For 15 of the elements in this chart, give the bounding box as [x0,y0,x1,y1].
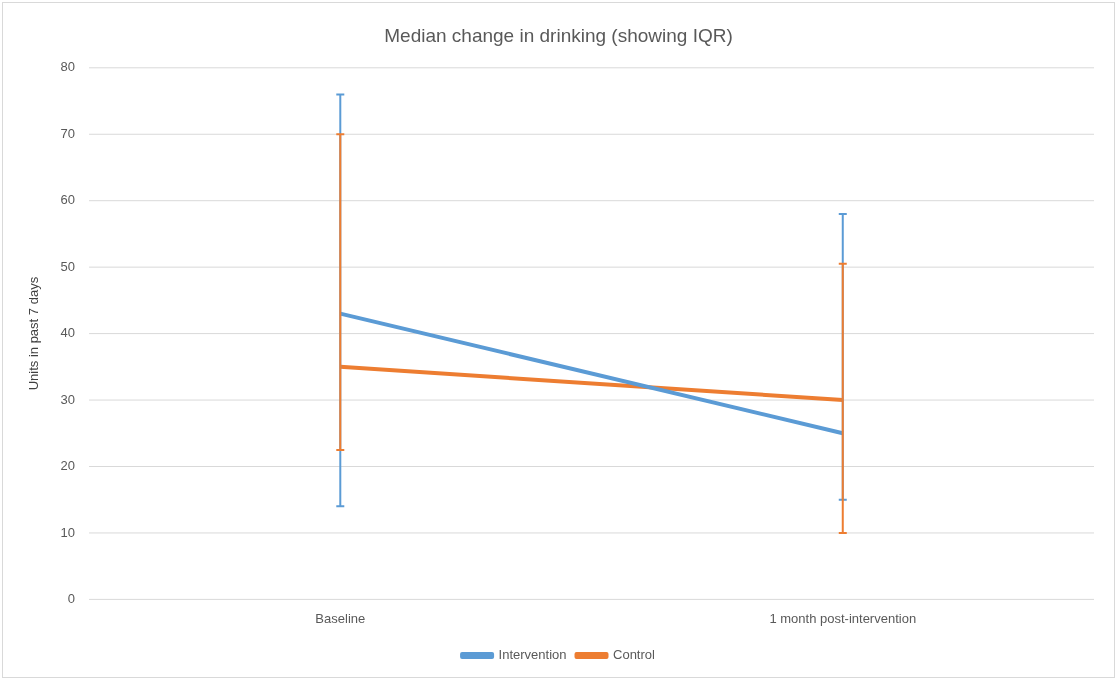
y-axis-title: Units in past 7 days [26,276,42,391]
y-tick-label: 30 [60,391,76,407]
x-tick-label: 1 month post-intervention [769,610,917,626]
y-tick-label: 10 [60,524,76,540]
y-tick-label: 20 [60,458,76,474]
legend-label: Intervention [498,647,567,663]
y-tick-label: 50 [60,258,76,274]
y-tick-label: 40 [60,325,76,341]
y-tick-label: 80 [60,59,76,75]
y-tick-label: 0 [67,590,76,606]
legend-label: Control [613,647,656,663]
y-tick-label: 70 [60,125,76,141]
y-tick-label: 60 [60,192,76,208]
x-tick-label: Baseline [315,610,366,626]
chart-title: Median change in drinking (showing IQR) [384,24,733,46]
